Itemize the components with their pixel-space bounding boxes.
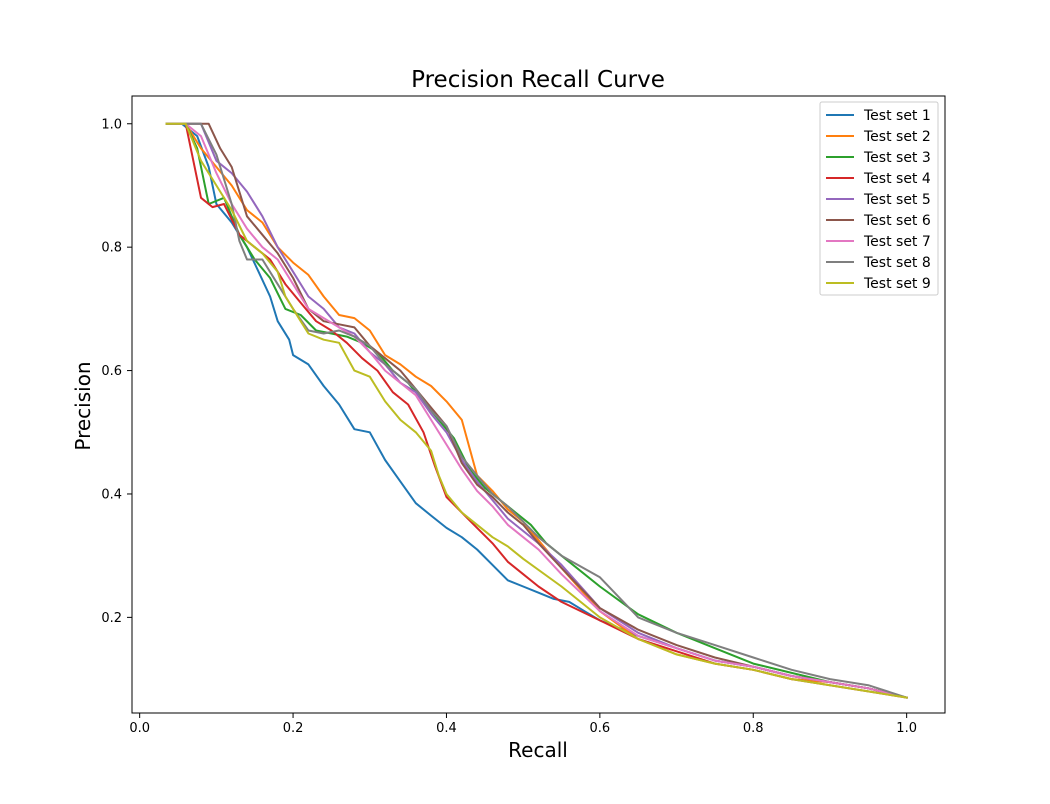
legend-label-test-set-8: Test set 8 <box>863 255 931 271</box>
x-axis-label: Recall <box>508 738 568 762</box>
legend-label-test-set-1: Test set 1 <box>863 108 931 124</box>
legend-label-test-set-6: Test set 6 <box>863 213 931 229</box>
legend-label-test-set-2: Test set 2 <box>863 129 931 145</box>
y-tick-label: 0.4 <box>101 487 122 502</box>
legend-label-test-set-9: Test set 9 <box>863 276 931 292</box>
series-line-test-set-9 <box>165 122 908 699</box>
x-axis: 0.0 0.2 0.4 0.6 0.8 1.0 <box>129 713 917 736</box>
chart-title: Precision Recall Curve <box>411 67 665 93</box>
series-line-test-set-8 <box>165 122 908 699</box>
series-line-test-set-1 <box>165 122 908 699</box>
y-tick-label: 0.8 <box>101 241 122 256</box>
series-line-test-set-5 <box>165 122 908 699</box>
legend-label-test-set-4: Test set 4 <box>863 171 931 187</box>
x-tick-label: 0.0 <box>129 721 150 736</box>
legend-box <box>819 101 939 296</box>
y-tick-label: 1.0 <box>101 117 122 132</box>
series-lines <box>165 122 908 699</box>
series-line-test-set-6 <box>165 122 908 699</box>
x-tick-label: 0.2 <box>283 721 304 736</box>
plot-area-frame <box>131 95 946 714</box>
series-line-test-set-7 <box>165 122 908 699</box>
y-tick-label: 0.2 <box>101 611 122 626</box>
legend-label-test-set-7: Test set 7 <box>863 234 931 250</box>
series-line-test-set-3 <box>165 122 908 699</box>
x-tick-label: 0.8 <box>743 721 764 736</box>
series-line-test-set-2 <box>165 122 908 699</box>
series-line-test-set-4 <box>165 122 908 699</box>
x-tick-label: 0.6 <box>590 721 611 736</box>
legend-label-test-set-3: Test set 3 <box>863 150 931 166</box>
y-axis: 0.2 0.4 0.6 0.8 1.0 <box>101 117 132 626</box>
y-axis-label: Precision <box>71 361 95 450</box>
y-tick-label: 0.6 <box>101 364 122 379</box>
x-tick-label: 0.4 <box>436 721 457 736</box>
x-tick-label: 1.0 <box>896 721 917 736</box>
legend-label-test-set-5: Test set 5 <box>863 192 931 208</box>
legend: Test set 1 Test set 2 Test set 3 Test set 4… <box>819 101 939 296</box>
